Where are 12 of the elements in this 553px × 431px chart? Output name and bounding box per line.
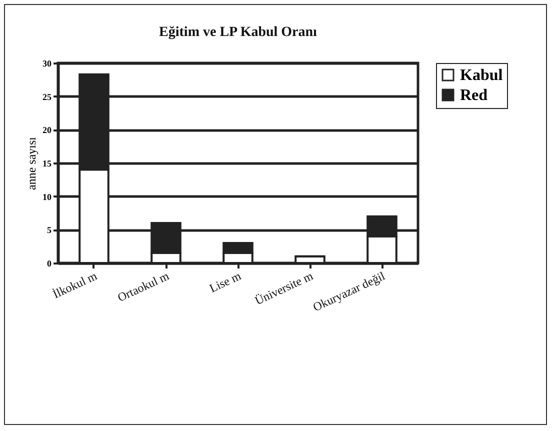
- y-tick-label: 20: [42, 125, 52, 136]
- x-tick-label: Lise m: [207, 268, 244, 296]
- y-axis-title: anne sayısı: [24, 136, 38, 190]
- y-tick-label: 25: [42, 92, 52, 102]
- y-tick-label: 30: [42, 58, 52, 68]
- legend-label: Kabul: [460, 67, 504, 84]
- y-tick-label: 0: [47, 258, 52, 268]
- legend-label: Red: [460, 87, 488, 104]
- y-tick-label: 15: [42, 158, 52, 168]
- chart-title: Eğitim ve LP Kabul Oranı: [159, 25, 318, 40]
- y-tick-label: 10: [42, 192, 52, 202]
- y-tick-label: 5: [47, 225, 52, 236]
